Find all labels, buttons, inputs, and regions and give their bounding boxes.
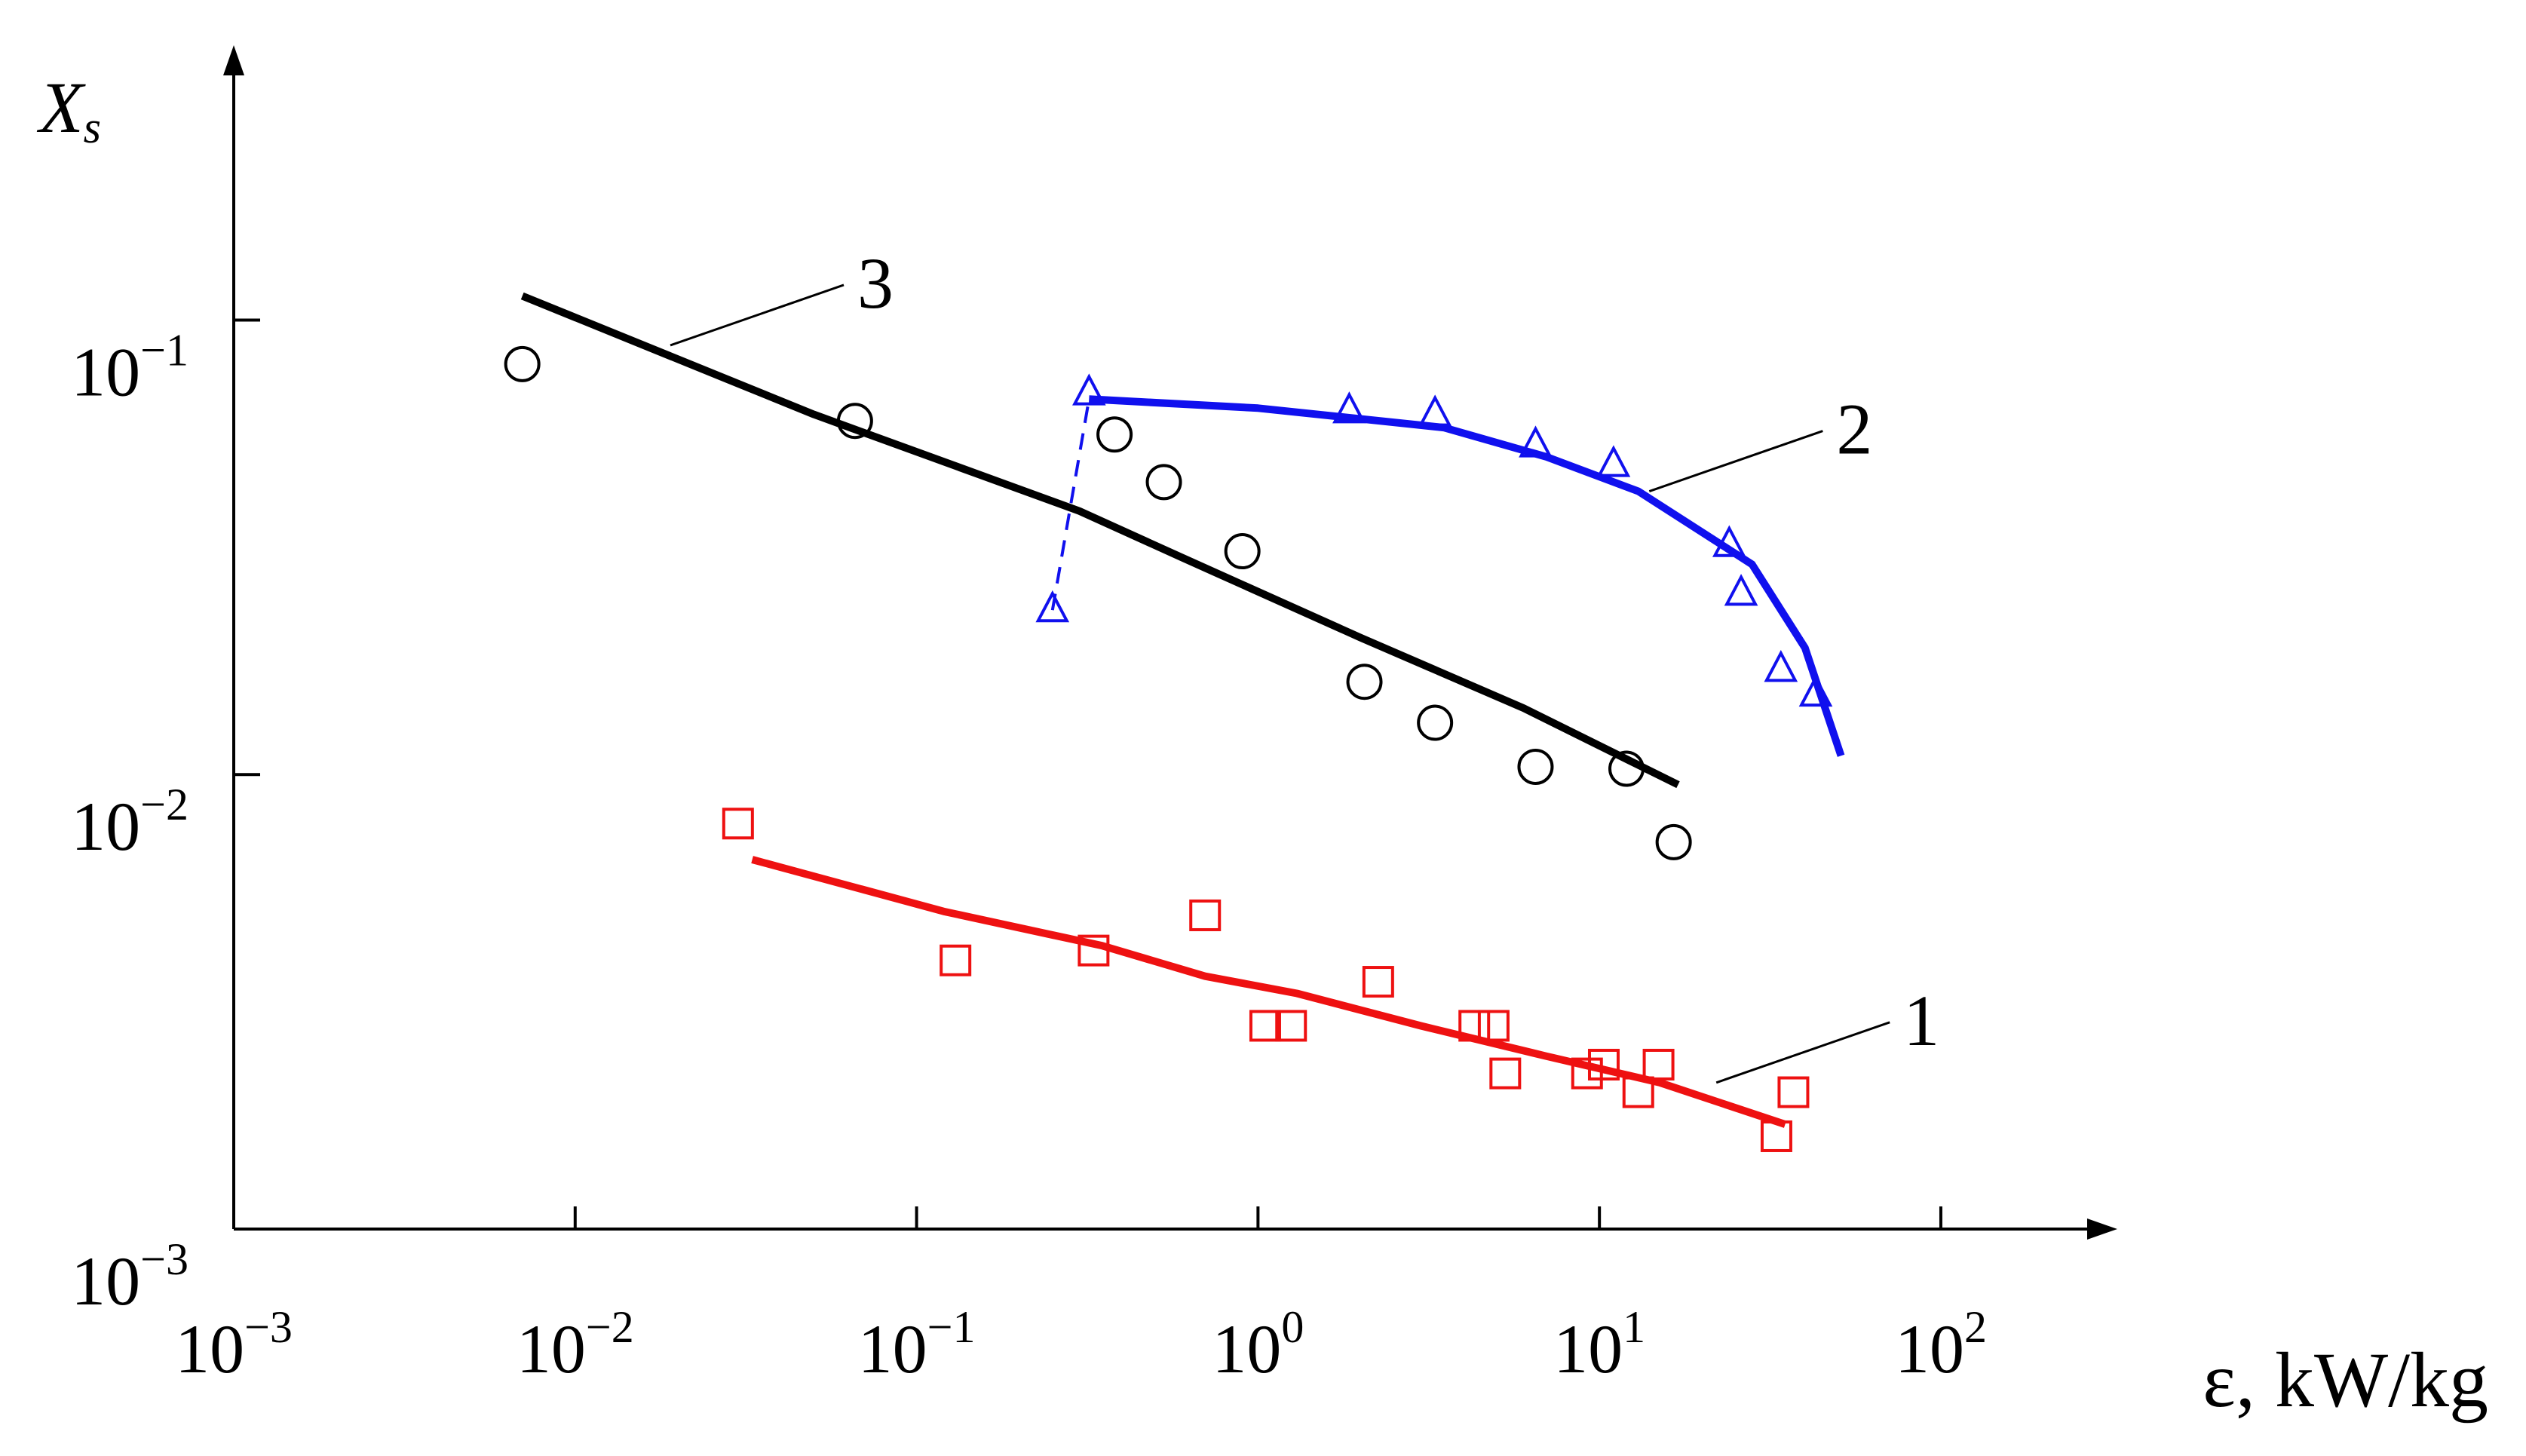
series-3-circle-marker — [1417, 704, 1454, 741]
y-tick-label: 10−1 — [71, 325, 189, 410]
series-3-fit-line — [520, 292, 1680, 789]
callout-3-label: 3 — [857, 243, 894, 323]
data-markers — [504, 345, 1833, 1152]
x-tick-label-base: 10 — [1895, 1310, 1964, 1387]
series-3-circle-marker — [504, 345, 541, 382]
callout-3-leader — [670, 284, 845, 347]
x-tick-label: 10−2 — [517, 1302, 634, 1387]
series-1-square-marker — [1587, 1048, 1620, 1081]
series-3-circle-marker — [1096, 416, 1133, 453]
x-tick-label: 101 — [1553, 1302, 1645, 1387]
x-ticks: 10−3 10−2 10−1 100 101 102 — [175, 1206, 1987, 1387]
series-2-triangle-marker — [1798, 674, 1833, 707]
y-tick-label: 10−2 — [71, 780, 189, 865]
x-tick-label-base: 10 — [858, 1310, 927, 1387]
series-2-triangle-marker — [1519, 425, 1553, 458]
x-tick-label: 102 — [1895, 1302, 1987, 1387]
series-callouts: 1 2 3 — [670, 243, 1939, 1084]
series-1-square-marker — [1622, 1076, 1654, 1108]
series-3-circle-marker — [1145, 464, 1182, 501]
series-3-circle-marker — [836, 403, 873, 440]
series-2-triangle-marker — [1035, 590, 1070, 623]
series-1-square-marker — [1489, 1057, 1522, 1090]
x-tick-label-base: 10 — [1212, 1310, 1281, 1387]
series-1-square-marker — [722, 808, 754, 840]
series-2-triangle-marker — [1332, 391, 1366, 424]
series-3-circle-marker — [1517, 748, 1554, 785]
x-tick-label-exp: −1 — [927, 1302, 976, 1352]
callout-1-leader — [1715, 1021, 1890, 1084]
series-3-circle-marker — [1655, 823, 1692, 860]
callout-2-leader — [1648, 430, 1823, 492]
series-1-square-marker — [1189, 899, 1222, 931]
series-1-square-marker — [1571, 1057, 1603, 1090]
axes — [223, 45, 2117, 1240]
x-tick-label-base: 10 — [517, 1310, 586, 1387]
x-tick-label-base: 10 — [1553, 1310, 1623, 1387]
x-tick-label: 100 — [1212, 1302, 1304, 1387]
x-axis-label: ε, kW/kg — [2203, 1337, 2488, 1424]
y-tick-label-base: 10 — [71, 1243, 140, 1320]
series-2-fit-line — [1089, 395, 1845, 757]
y-ticks: 10−310−210−1 — [71, 318, 260, 1320]
series-2-triangle-marker — [1596, 445, 1631, 477]
y-axis-arrowhead — [223, 45, 244, 75]
fit-lines — [520, 292, 1845, 1128]
x-tick-label-exp: −2 — [586, 1302, 634, 1352]
series-3-circle-marker — [1608, 750, 1645, 787]
series-1-fit-line — [751, 856, 1787, 1128]
y-tick-label-base: 10 — [71, 333, 140, 410]
series-1-square-marker — [940, 944, 972, 976]
series-2-dashed-connector — [1050, 398, 1091, 611]
series-1-square-marker — [1760, 1120, 1792, 1152]
y-axis-label-main: X — [36, 67, 86, 148]
series-1-square-marker — [1249, 1010, 1281, 1042]
series-2-triangle-marker — [1418, 394, 1452, 427]
callout-1-label: 1 — [1903, 980, 1939, 1061]
series-1-square-marker — [1477, 1010, 1510, 1042]
series-1-square-marker — [1362, 966, 1394, 998]
series-1-square-marker — [1458, 1010, 1491, 1042]
x-tick-label-base: 10 — [175, 1310, 244, 1387]
series-1-square-marker — [1078, 934, 1110, 967]
series-1-square-marker — [1275, 1010, 1307, 1042]
x-axis-arrowhead — [2087, 1218, 2117, 1240]
y-tick-label-exp: −2 — [140, 780, 189, 829]
series-2-triangle-marker — [1724, 574, 1758, 606]
series-1-square-marker — [1777, 1076, 1810, 1108]
series-1-square-marker — [1642, 1048, 1675, 1081]
y-axis-label: Xs — [36, 67, 101, 152]
x-tick-label-exp: 2 — [1964, 1302, 1987, 1352]
series-2-triangle-marker — [1764, 650, 1798, 682]
y-tick-label-base: 10 — [71, 788, 140, 865]
x-tick-label-exp: 1 — [1623, 1302, 1645, 1352]
y-tick-label: 10−3 — [71, 1234, 189, 1320]
series-2-triangle-marker — [1712, 525, 1746, 557]
x-tick-label-exp: 0 — [1281, 1302, 1304, 1352]
series-3-circle-marker — [1224, 533, 1261, 570]
series-3-circle-marker — [1346, 664, 1383, 700]
x-tick-label-exp: −3 — [244, 1302, 293, 1352]
y-axis-label-sub: s — [84, 103, 101, 152]
x-tick-label: 10−3 — [175, 1302, 293, 1387]
x-tick-label: 10−1 — [858, 1302, 976, 1387]
y-tick-label-exp: −3 — [140, 1234, 189, 1284]
callout-2-label: 2 — [1836, 389, 1872, 470]
series-2-triangle-marker — [1071, 373, 1106, 406]
y-tick-label-exp: −1 — [140, 325, 189, 375]
